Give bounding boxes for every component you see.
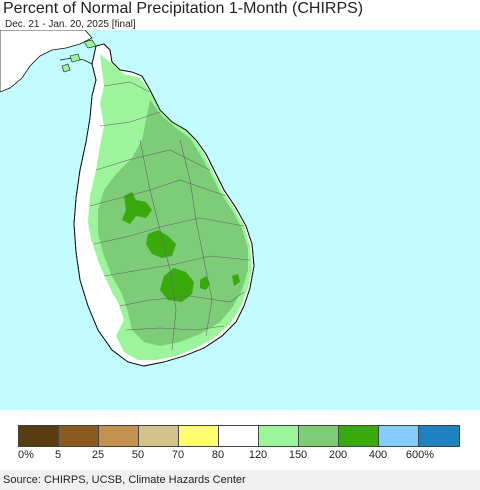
legend-swatch-4	[179, 426, 219, 446]
jaffna-islands	[61, 39, 97, 73]
legend-swatch-0	[19, 426, 59, 446]
zone-medium-green	[98, 100, 248, 346]
india-land	[0, 30, 93, 93]
legend-tick-label: 600%	[405, 449, 435, 461]
legend-tick-label: 200	[328, 449, 348, 461]
legend-swatch-9	[379, 426, 419, 446]
legend-tick-label: 70	[171, 449, 185, 461]
legend-color-bar	[18, 425, 460, 447]
legend-tick-label: 0%	[18, 449, 34, 461]
legend-tick-label: 400	[368, 449, 388, 461]
sri-lanka-coastline	[73, 43, 255, 367]
legend-swatch-3	[139, 426, 179, 446]
legend-swatch-5	[219, 426, 259, 446]
legend-tick-label: 80	[211, 449, 225, 461]
date-range: Dec. 21 - Jan. 20, 2025 [final]	[5, 19, 136, 30]
legend-tick-label: 150	[288, 449, 308, 461]
legend-tick-label: 5	[54, 449, 62, 461]
legend-tick-label: 50	[131, 449, 145, 461]
precipitation-map	[0, 30, 480, 410]
legend-tick-label: 25	[91, 449, 105, 461]
district-boundaries	[89, 81, 251, 351]
zone-normal-west	[80, 230, 122, 336]
legend-swatch-6	[259, 426, 299, 446]
legend-swatch-8	[339, 426, 379, 446]
legend-swatch-1	[59, 426, 99, 446]
source-credit: Source: CHIRPS, UCSB, Climate Hazards Ce…	[3, 474, 246, 486]
page-title: Percent of Normal Precipitation 1-Month …	[3, 0, 364, 17]
legend-swatch-10	[419, 426, 459, 446]
legend-swatch-2	[99, 426, 139, 446]
zone-dark-green	[122, 192, 240, 302]
legend-swatch-7	[299, 426, 339, 446]
footer: Source: CHIRPS, UCSB, Climate Hazards Ce…	[0, 470, 480, 490]
color-legend: 0% 5 25 50 70 80 120 150 200 400 600%	[0, 422, 480, 462]
legend-tick-label: 120	[248, 449, 268, 461]
